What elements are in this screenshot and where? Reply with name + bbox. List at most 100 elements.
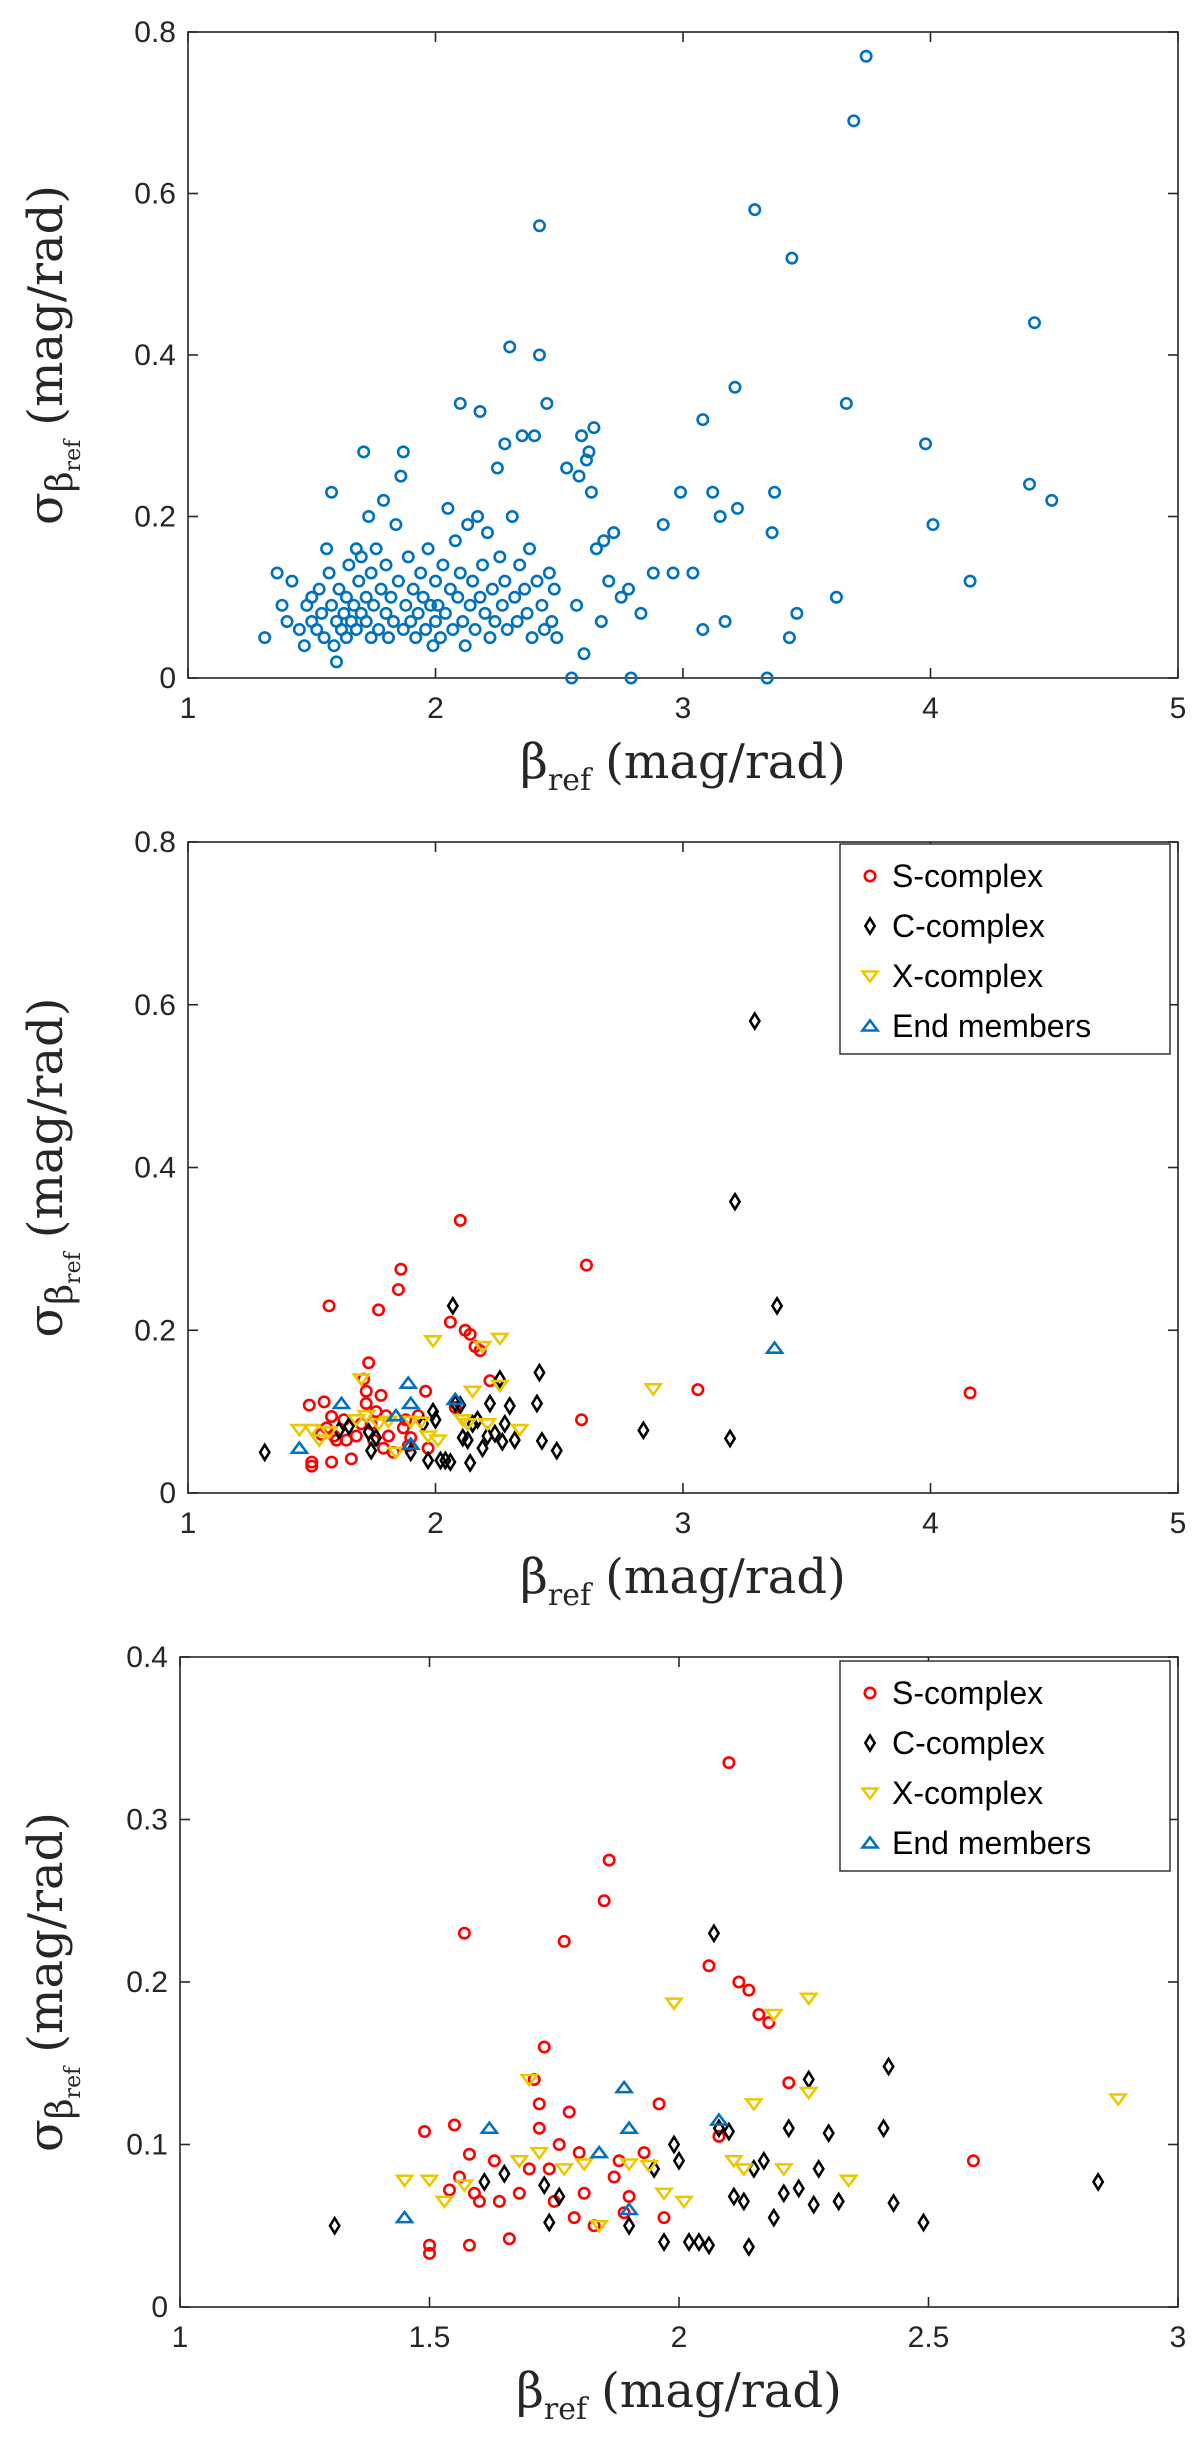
x-complex-point-1 — [419, 2174, 440, 2189]
s-complex-point-13 — [344, 1452, 358, 1466]
all-point-130 — [584, 485, 598, 499]
s-complex-point-3 — [442, 2183, 456, 2197]
s-complex-point-40 — [453, 1213, 467, 1227]
x-complex-point-7 — [368, 1418, 389, 1432]
s-complex-point-49 — [963, 1386, 977, 1400]
s-complex-point-35 — [637, 2146, 651, 2160]
c-complex-point-9 — [667, 2134, 681, 2155]
c-complex-point-29 — [822, 2123, 835, 2144]
all-point-144 — [674, 485, 688, 499]
c-complex-point-24 — [782, 2118, 795, 2139]
all-point-140 — [634, 606, 648, 620]
all-point-138 — [622, 582, 636, 596]
legend-c-complex-point-0 — [863, 1733, 877, 1753]
all-point-116 — [537, 623, 551, 637]
s-complex-point-26 — [572, 2146, 586, 2160]
all-point-24 — [339, 590, 353, 604]
all-point-120 — [547, 582, 561, 596]
s-complex-point-14 — [349, 1429, 363, 1443]
s-complex-point-24 — [374, 1388, 388, 1402]
x-complex-point-3 — [454, 2179, 475, 2193]
y-tick-label: 0.6 — [134, 989, 176, 1022]
s-complex-point-2 — [422, 2246, 436, 2260]
c-complex-point-8 — [421, 1450, 435, 1471]
c-complex-point-3 — [362, 1422, 375, 1442]
all-point-6 — [297, 639, 311, 653]
c-complex-point-19 — [463, 1452, 477, 1473]
all-point-52 — [394, 469, 408, 483]
s-complex-point-14 — [512, 2186, 526, 2200]
s-complex-point-39 — [712, 2129, 726, 2143]
c-complex-point-18 — [737, 2191, 751, 2212]
s-complex-point-47 — [579, 1258, 593, 1272]
all-point-112 — [530, 574, 544, 588]
all-point-23 — [337, 606, 351, 620]
s-complex-point-13 — [502, 2232, 516, 2246]
s-complex-point-41 — [732, 1975, 746, 1989]
all-point-121 — [550, 631, 564, 645]
c-complex-point-10 — [672, 2150, 686, 2171]
all-point-100 — [500, 623, 514, 637]
end-members-point-7 — [764, 1340, 785, 1354]
s-complex-point-19 — [362, 1356, 376, 1370]
s-complex-point-19 — [537, 2040, 551, 2054]
all-point-166 — [963, 574, 977, 588]
end-members-point-5 — [400, 1436, 421, 1450]
s-complex-point-23 — [557, 1934, 571, 1948]
all-point-55 — [399, 598, 413, 612]
all-point-131 — [587, 421, 601, 435]
all-point-145 — [686, 566, 700, 580]
all-point-146 — [696, 413, 710, 427]
x-complex-point-11 — [638, 2159, 660, 2174]
all-point-99 — [498, 574, 512, 588]
x-tick-label: 2 — [671, 2321, 688, 2354]
series-c-complex — [258, 1011, 784, 1473]
c-complex-point-16 — [722, 2121, 736, 2142]
all-point-46 — [379, 558, 393, 572]
x-complex-point-17 — [462, 1385, 483, 1400]
x-complex-point-23 — [1108, 2093, 1129, 2107]
all-point-108 — [520, 606, 534, 620]
c-complex-point-32 — [533, 1362, 546, 1383]
all-point-101 — [503, 340, 517, 354]
all-point-110 — [525, 631, 539, 645]
all-point-142 — [656, 518, 670, 532]
all-point-148 — [706, 485, 720, 499]
series-end-members — [289, 1340, 785, 1455]
all-point-0 — [258, 631, 272, 645]
y-tick-label: 0.2 — [126, 1966, 168, 1999]
all-point-127 — [577, 647, 591, 661]
all-point-107 — [518, 582, 532, 596]
all-point-21 — [332, 582, 346, 596]
all-point-96 — [493, 550, 507, 564]
all-point-115 — [535, 598, 549, 612]
c-complex-point-34 — [917, 2212, 930, 2233]
s-complex-point-37 — [657, 2211, 671, 2225]
s-complex-point-1 — [422, 2238, 436, 2252]
all-point-85 — [468, 623, 482, 637]
y-tick-label: 0.4 — [126, 1641, 168, 1674]
x-complex-point-12 — [653, 2187, 675, 2202]
c-complex-point-10 — [429, 1409, 442, 1430]
s-complex-point-1 — [305, 1455, 319, 1469]
y-axis-label: σβref(mag/rad) — [18, 997, 86, 1337]
c-complex-point-34 — [550, 1440, 563, 1461]
all-point-35 — [359, 590, 373, 604]
x-tick-label: 4 — [922, 692, 939, 725]
s-complex-point-29 — [391, 1283, 405, 1297]
x-complex-point-19 — [773, 2163, 794, 2177]
end-members-point-5 — [619, 2201, 640, 2216]
all-point-86 — [471, 509, 485, 523]
end-members-point-3 — [398, 1375, 419, 1389]
all-point-98 — [498, 437, 512, 451]
all-point-1 — [270, 566, 284, 580]
end-members-point-0 — [289, 1440, 310, 1455]
x-complex-point-1 — [301, 1423, 322, 1438]
all-point-39 — [364, 631, 378, 645]
s-complex-point-45 — [782, 2076, 796, 2090]
all-point-154 — [760, 671, 774, 685]
all-point-38 — [364, 566, 378, 580]
all-point-75 — [446, 623, 460, 637]
x-tick-label: 3 — [1170, 2321, 1187, 2354]
legend-end-members-point-0 — [859, 1835, 881, 1849]
